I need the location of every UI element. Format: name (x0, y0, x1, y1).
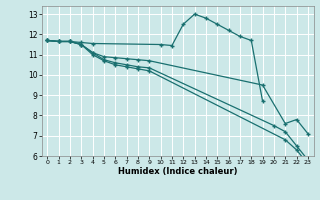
X-axis label: Humidex (Indice chaleur): Humidex (Indice chaleur) (118, 167, 237, 176)
